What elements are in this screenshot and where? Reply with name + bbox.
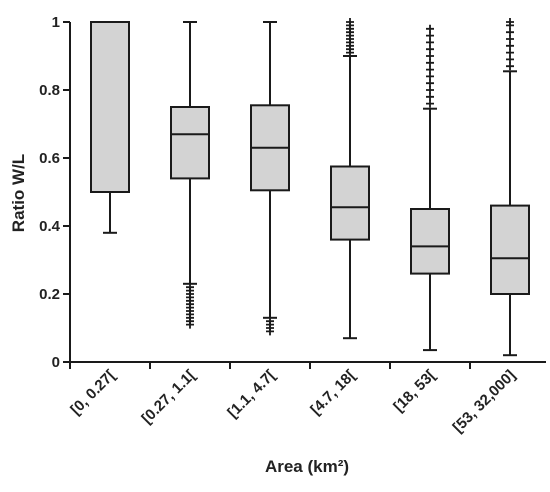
y-tick-label: 0.4 [39,218,61,235]
y-tick-label: 0.2 [39,286,60,303]
outlier-marker [186,283,194,292]
outlier-marker [506,28,514,37]
outlier-marker [426,72,434,81]
outlier-marker [506,55,514,64]
box [410,208,450,275]
outlier-marker [426,38,434,47]
outlier-marker [266,317,274,326]
outlier-marker [506,62,514,71]
box [330,165,370,241]
x-tick-label: [53, 32,000] [450,367,519,436]
x-tick-label: [1.1, 4.7[ [224,367,278,421]
box [490,204,530,296]
outlier-marker [426,99,434,108]
outlier-marker [506,35,514,43]
outlier-marker [426,24,434,33]
y-tick-label: 0.6 [39,150,60,167]
y-tick-label: 1 [52,14,60,31]
y-tick-label: 0.8 [39,82,60,99]
x-tick-label: [0.27, 1.1[ [138,367,198,427]
x-axis-title: Area (km²) [265,457,349,476]
x-tick-label: [18, 53[ [390,367,439,416]
outlier-marker [426,58,434,67]
y-axis-title: Ratio W/L [9,154,28,232]
box [170,106,210,180]
outlier-marker [426,52,434,60]
outlier-marker [426,31,434,40]
outlier-marker [426,65,434,74]
x-tick-label: [0, 0.27[ [67,367,119,419]
outlier-marker [426,86,434,94]
outlier-marker [506,48,514,57]
outlier-marker [426,45,434,54]
plot-area: 0 0.2 0.4 0.6 0.8 1 [0, 0.27[ [0.27, 1.1[ [1.1, … [39,14,546,436]
y-tick-label: 0 [52,354,60,371]
outlier-marker [506,18,514,26]
outlier-marker [426,79,434,88]
x-tick-label: [4.7, 18[ [307,367,359,419]
outlier-marker [506,41,514,50]
outlier-marker [426,92,434,101]
outlier-marker [346,18,354,26]
box [90,21,130,193]
